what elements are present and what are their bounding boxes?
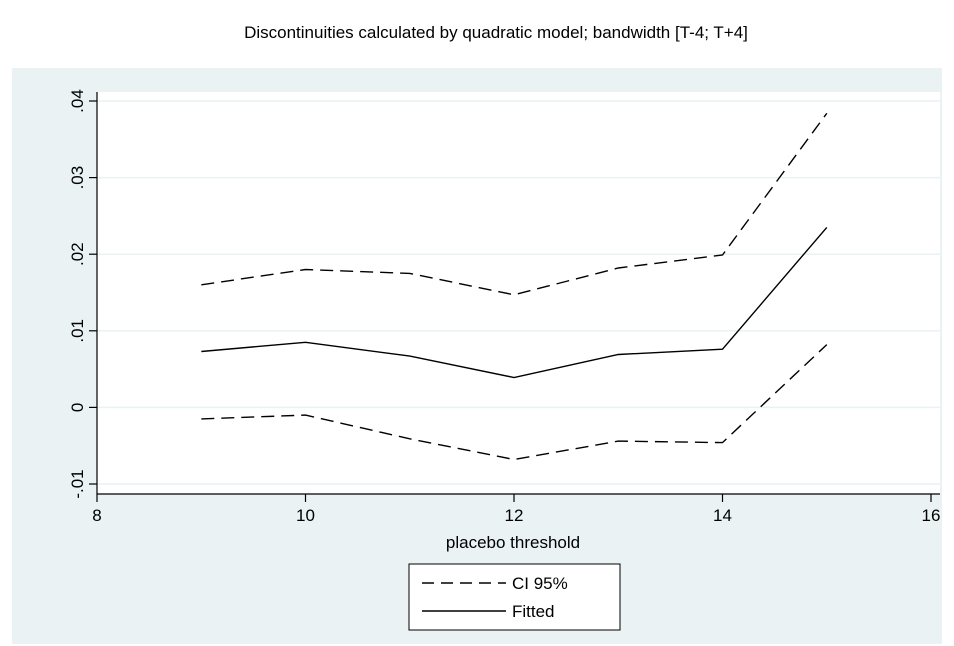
chart-title: Discontinuities calculated by quadratic … [244, 23, 748, 42]
x-tick-label: 12 [505, 506, 524, 525]
x-tick-label: 14 [713, 506, 732, 525]
y-tick-label: .01 [68, 319, 87, 343]
y-ticks: -.01 0 .01 .02 .03 .04 [68, 89, 97, 499]
legend-box [408, 563, 621, 631]
series-line-ci95-0 [201, 112, 828, 296]
x-tick-label: 10 [296, 506, 315, 525]
legend-label: CI 95% [512, 574, 568, 593]
y-tick-label: -.01 [68, 469, 87, 498]
series-line-fitted [201, 226, 828, 379]
y-tick-label: .04 [68, 89, 87, 113]
x-ticks: 8 10 12 14 16 [92, 494, 940, 525]
series-line-ci95-2 [201, 344, 828, 461]
x-tick-label: 16 [922, 506, 941, 525]
y-tick-label: .02 [68, 242, 87, 266]
x-axis-label: placebo threshold [446, 533, 580, 552]
axes [96, 92, 940, 495]
y-tick-label: 0 [68, 403, 87, 412]
y-tick-label: .03 [68, 166, 87, 190]
x-tick-label: 8 [92, 506, 101, 525]
grid-lines [97, 100, 940, 485]
legend: CI 95% Fitted [408, 563, 621, 631]
series-lines [201, 112, 828, 461]
legend-label: Fitted [512, 602, 555, 621]
